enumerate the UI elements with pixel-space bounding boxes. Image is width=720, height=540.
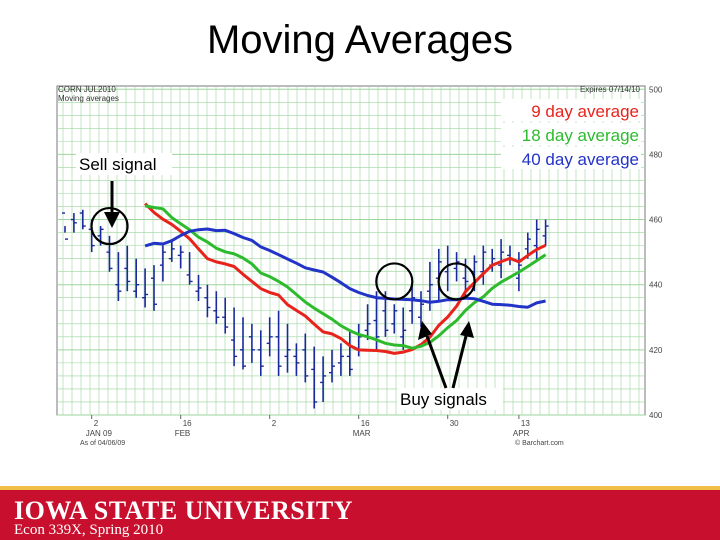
university-wordmark: IOWA STATE UNIVERSITY bbox=[14, 496, 353, 525]
footer-bar: IOWA STATE UNIVERSITY Econ 339X, Spring … bbox=[0, 486, 720, 540]
chart-header-symbol: CORN JUL2010 bbox=[58, 85, 116, 94]
x-month-label: JAN 09 bbox=[86, 429, 113, 438]
y-tick-label: 500 bbox=[649, 85, 663, 94]
x-tick-label: 16 bbox=[361, 419, 370, 428]
x-tick-label: 13 bbox=[521, 419, 530, 428]
buy-signal-circle-2 bbox=[437, 262, 476, 301]
sell-label-background bbox=[76, 153, 172, 175]
buy-arrow-1-shaft bbox=[425, 335, 448, 389]
y-tick-label: 400 bbox=[649, 411, 663, 420]
y-tick-label: 460 bbox=[649, 216, 663, 225]
legend-background bbox=[501, 123, 641, 145]
legend-18-day: 18 day average bbox=[522, 126, 639, 145]
y-tick-label: 440 bbox=[649, 281, 663, 290]
legend-background bbox=[501, 99, 641, 121]
x-tick-label: 2 bbox=[94, 419, 99, 428]
sell-signal-label: Sell signal bbox=[79, 155, 157, 174]
x-tick-label: 2 bbox=[272, 419, 277, 428]
buy-signal-circle-1 bbox=[375, 262, 414, 301]
ma-9-day-line bbox=[144, 202, 547, 355]
legend-9-day: 9 day average bbox=[531, 102, 639, 121]
buy-arrow-1-head bbox=[418, 321, 432, 340]
slide-title: Moving Averages bbox=[206, 18, 514, 62]
buy-arrow-2-shaft bbox=[451, 335, 468, 389]
x-tick-label: 16 bbox=[183, 419, 192, 428]
footer-stripe bbox=[0, 486, 720, 490]
buy-label-background bbox=[397, 388, 503, 410]
sell-arrow-head bbox=[104, 212, 120, 228]
as-of-date: As of 04/06/09 bbox=[80, 440, 125, 447]
y-tick-label: 420 bbox=[649, 346, 663, 355]
legend-40-day: 40 day average bbox=[522, 150, 639, 169]
x-month-label: MAR bbox=[353, 429, 371, 438]
course-label: Econ 339X, Spring 2010 bbox=[14, 522, 164, 538]
y-tick-label: 480 bbox=[649, 150, 663, 159]
x-month-label: FEB bbox=[175, 429, 191, 438]
buy-arrow-2-head bbox=[460, 321, 474, 338]
x-tick-label: 30 bbox=[450, 419, 459, 428]
x-month-label: APR bbox=[513, 429, 530, 438]
chart-header-studies: Moving averages bbox=[58, 94, 119, 103]
chart-header-expiry: Expires 07/14/10 bbox=[580, 85, 641, 94]
buy-signals-label: Buy signals bbox=[400, 390, 487, 409]
legend-background bbox=[501, 147, 641, 169]
ma-40-day-line bbox=[144, 227, 546, 309]
sell-signal-circle bbox=[90, 206, 129, 246]
chart-source: © Barchart.com bbox=[515, 439, 564, 447]
